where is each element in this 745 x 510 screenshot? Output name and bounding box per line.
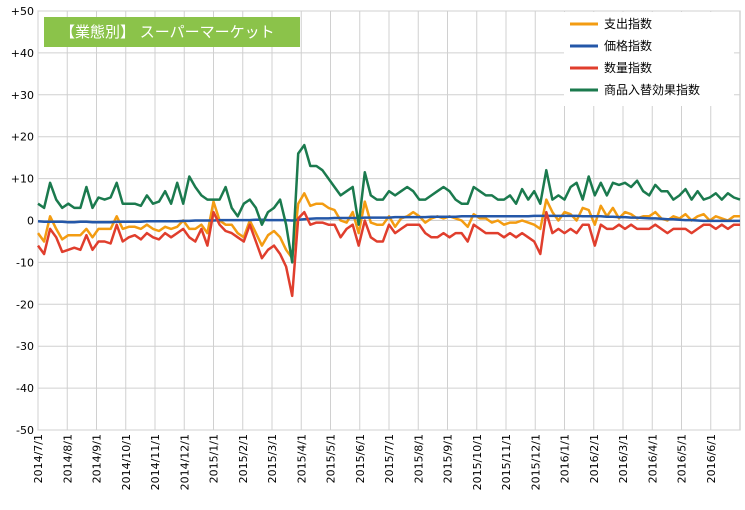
chart-title: 【業態別】 スーパーマーケット	[60, 23, 275, 41]
y-tick-label: +30	[11, 89, 34, 102]
y-axis: +50 +40 +30 +20 +10 0 -10 -20 -30 -40 -50	[11, 5, 34, 437]
series-line	[37, 143, 741, 264]
x-tick-label: 2016/1/1	[559, 434, 572, 483]
x-tick-label: 2016/2/1	[588, 434, 601, 483]
x-tick-label: 2015/3/1	[266, 434, 279, 483]
legend-label: 数量指数	[604, 60, 652, 75]
x-tick-label: 2015/4/1	[295, 434, 308, 483]
x-tick-label: 2015/5/1	[325, 434, 338, 483]
x-tick-label: 2015/12/1	[529, 434, 542, 490]
x-tick-label: 2014/8/1	[61, 434, 74, 483]
series-line	[37, 214, 740, 224]
legend-label: 商品入替効果指数	[604, 82, 700, 97]
x-tick-label: 2016/6/1	[705, 434, 718, 483]
x-tick-label: 2015/11/1	[500, 434, 513, 490]
y-tick-label: +50	[11, 5, 34, 18]
y-tick-label: +40	[11, 47, 34, 60]
y-tick-label: -10	[16, 256, 34, 269]
legend-label: 支出指数	[604, 16, 652, 31]
x-tick-label: 2015/10/1	[471, 434, 484, 490]
x-tick-label: 2015/8/1	[412, 434, 425, 483]
title-box: 【業態別】 スーパーマーケット	[44, 17, 300, 47]
y-tick-label: -50	[16, 424, 34, 437]
y-tick-label: +20	[11, 131, 34, 144]
x-tick-label: 2015/7/1	[383, 434, 396, 483]
y-tick-label: -40	[16, 382, 34, 395]
y-tick-label: -30	[16, 340, 34, 353]
x-tick-label: 2014/9/1	[91, 434, 104, 483]
x-tick-label: 2014/10/1	[120, 434, 133, 490]
x-tick-label: 2015/1/1	[208, 434, 221, 483]
x-tick-label: 2016/4/1	[646, 434, 659, 483]
x-tick-label: 2016/5/1	[676, 434, 689, 483]
series-line	[36, 210, 740, 298]
series-lines	[36, 143, 741, 298]
legend-label: 価格指数	[604, 38, 652, 53]
x-tick-label: 2015/9/1	[442, 434, 455, 483]
x-tick-label: 2016/3/1	[617, 434, 630, 483]
x-tick-label: 2014/7/1	[32, 434, 45, 483]
x-tick-label: 2015/2/1	[237, 434, 250, 483]
y-tick-label: -20	[16, 298, 34, 311]
y-tick-label: 0	[27, 215, 34, 228]
series-line	[36, 192, 740, 260]
x-tick-label: 2014/12/1	[178, 434, 191, 490]
x-tick-label: 2015/6/1	[354, 434, 367, 483]
grid	[37, 10, 741, 431]
y-tick-label: +10	[11, 173, 34, 186]
x-axis: 2014/7/1 2014/8/1 2014/9/1 2014/10/1 2014/11…	[32, 434, 718, 490]
x-tick-label: 2014/11/1	[149, 434, 162, 490]
title-box-background	[44, 17, 300, 47]
